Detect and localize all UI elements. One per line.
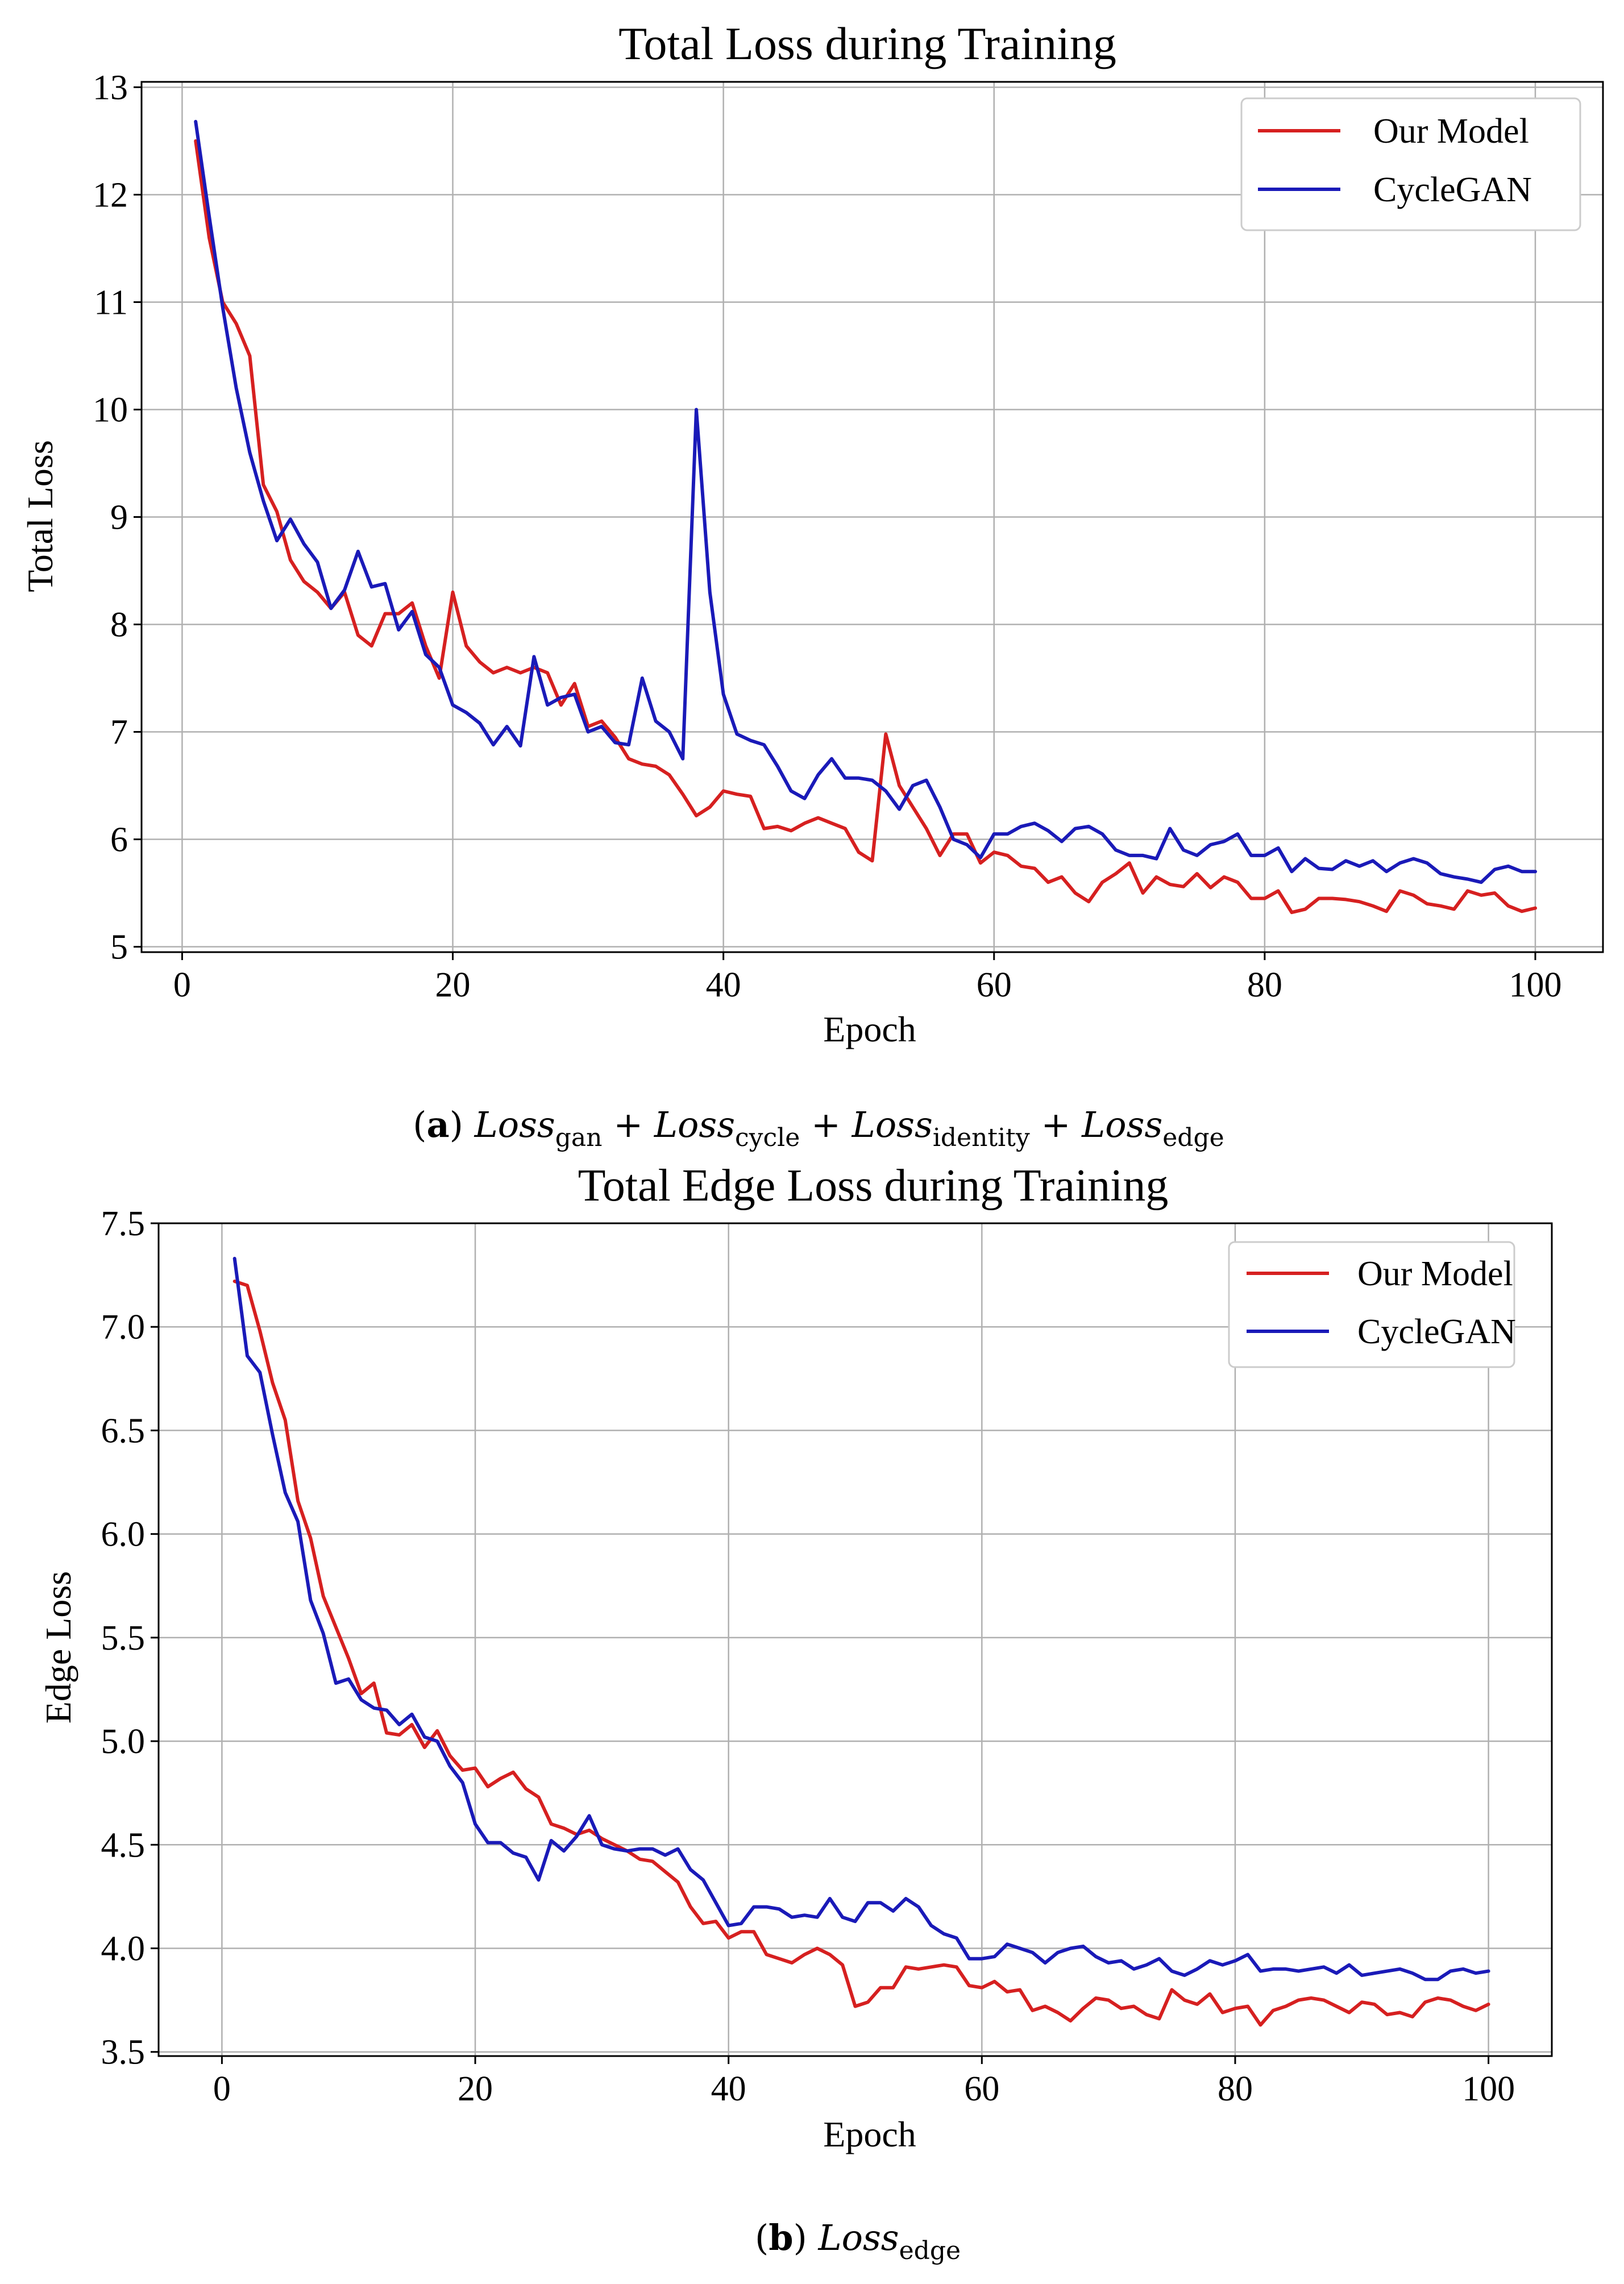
chart-a-ytick-label-0: 5 (110, 928, 128, 967)
chart-a-ytick-label-1: 6 (110, 821, 128, 859)
chart-b-legend-label-cyclegan: CycleGAN (1357, 1313, 1516, 1351)
chart-a-xtick-label-0: 0 (173, 966, 191, 1004)
caption-a-sub-1: gan (555, 1123, 603, 1152)
chart-b-legend-label-our-model: Our Model (1357, 1255, 1513, 1293)
chart-a-xlabel: Epoch (823, 1009, 916, 1049)
chart-a-xtick-label-80: 80 (1247, 966, 1282, 1004)
chart-a-ytick-label-2: 7 (110, 713, 128, 752)
chart-a-ytick-label-7: 12 (93, 176, 128, 214)
chart-a-legend: Our Model CycleGAN (1240, 97, 1581, 231)
caption-b-label: b (769, 2217, 793, 2258)
chart-a-ytick-label-4: 9 (110, 499, 128, 537)
chart-a-ytick-label-6: 11 (94, 283, 128, 322)
chart-a-legend-label-our-model: Our Model (1373, 112, 1529, 151)
chart-a-ytick-label-3: 8 (110, 606, 128, 645)
chart-b-ytick-label-2: 4.5 (101, 1826, 146, 1864)
caption-a-term-3: Loss (852, 1104, 933, 1145)
chart-b-xtick-label-40: 40 (711, 2070, 746, 2108)
caption-a-sub-3: identity (933, 1123, 1030, 1152)
chart-b-ytick-label-8: 7.5 (101, 1205, 146, 1243)
chart-b-ytick-label-6: 6.5 (101, 1411, 146, 1450)
chart-b-xtick-label-0: 0 (213, 2070, 231, 2108)
chart-b-title: Total Edge Loss during Training (578, 1161, 1169, 1211)
chart-total-loss: Total Loss during Training 0 20 40 60 80 100 5… (20, 18, 1604, 1049)
caption-a-label: a (427, 1104, 450, 1145)
chart-edge-loss: Total Edge Loss during Training 0 20 40 60 8… (38, 1161, 1553, 2154)
chart-a-series-line-our-model (194, 139, 1537, 915)
chart-a-xtick-label-60: 60 (977, 966, 1012, 1004)
chart-b-xtick-label-60: 60 (964, 2070, 999, 2108)
chart-b-ytick-label-7: 7.0 (101, 1308, 146, 1347)
caption-a-term-4: Loss (1081, 1104, 1162, 1145)
chart-a-xtick-label-40: 40 (706, 966, 741, 1004)
chart-b-series-line-our-model (232, 1280, 1490, 2027)
chart-b-ytick-label-1: 4.0 (101, 1929, 146, 1968)
chart-a-ytick-label-8: 13 (93, 68, 128, 107)
chart-a-xtick-label-20: 20 (435, 966, 471, 1004)
caption-a-op-1: + (613, 1104, 643, 1145)
chart-b-xlabel: Epoch (823, 2114, 916, 2154)
chart-b-ytick-label-0: 3.5 (101, 2033, 146, 2072)
caption-b-sub: edge (899, 2236, 961, 2265)
chart-b-series-line-cyclegan (232, 1257, 1490, 1982)
chart-b-ytick-label-4: 5.5 (101, 1619, 146, 1658)
caption-a-term-2: Loss (654, 1104, 735, 1145)
caption-a-term-1: Loss (474, 1104, 555, 1145)
caption-a-sub-2: cycle (735, 1123, 800, 1152)
chart-a-ytick-label-5: 10 (93, 391, 128, 429)
chart-b-ytick-label-5: 6.0 (101, 1515, 146, 1554)
chart-b-xtick-label-20: 20 (458, 2070, 493, 2108)
chart-a-series-line-cyclegan (194, 119, 1537, 884)
caption-a-sub-4: edge (1162, 1123, 1224, 1152)
chart-b-xtick-label-100: 100 (1462, 2070, 1515, 2108)
chart-a-title: Total Loss during Training (618, 18, 1116, 69)
chart-a-ylabel: Total Loss (20, 440, 60, 592)
chart-a-xtick-label-100: 100 (1509, 966, 1561, 1004)
chart-b-legend: Our Model CycleGAN (1228, 1241, 1516, 1368)
chart-b-ylabel: Edge Loss (38, 1571, 78, 1724)
caption-a-op-2: + (811, 1104, 841, 1145)
caption-b-term: Loss (817, 2217, 899, 2258)
caption-a: (a) Lossgan + Losscycle + Lossidentity +… (413, 1104, 1224, 1152)
caption-a-op-3: + (1041, 1104, 1070, 1145)
chart-b-xtick-label-80: 80 (1218, 2070, 1253, 2108)
caption-b: (b) Lossedge (755, 2217, 961, 2265)
chart-a-legend-label-cyclegan: CycleGAN (1373, 171, 1532, 209)
chart-b-plot-frame (157, 1222, 1553, 2057)
chart-b-ytick-label-3: 5.0 (101, 1722, 146, 1761)
